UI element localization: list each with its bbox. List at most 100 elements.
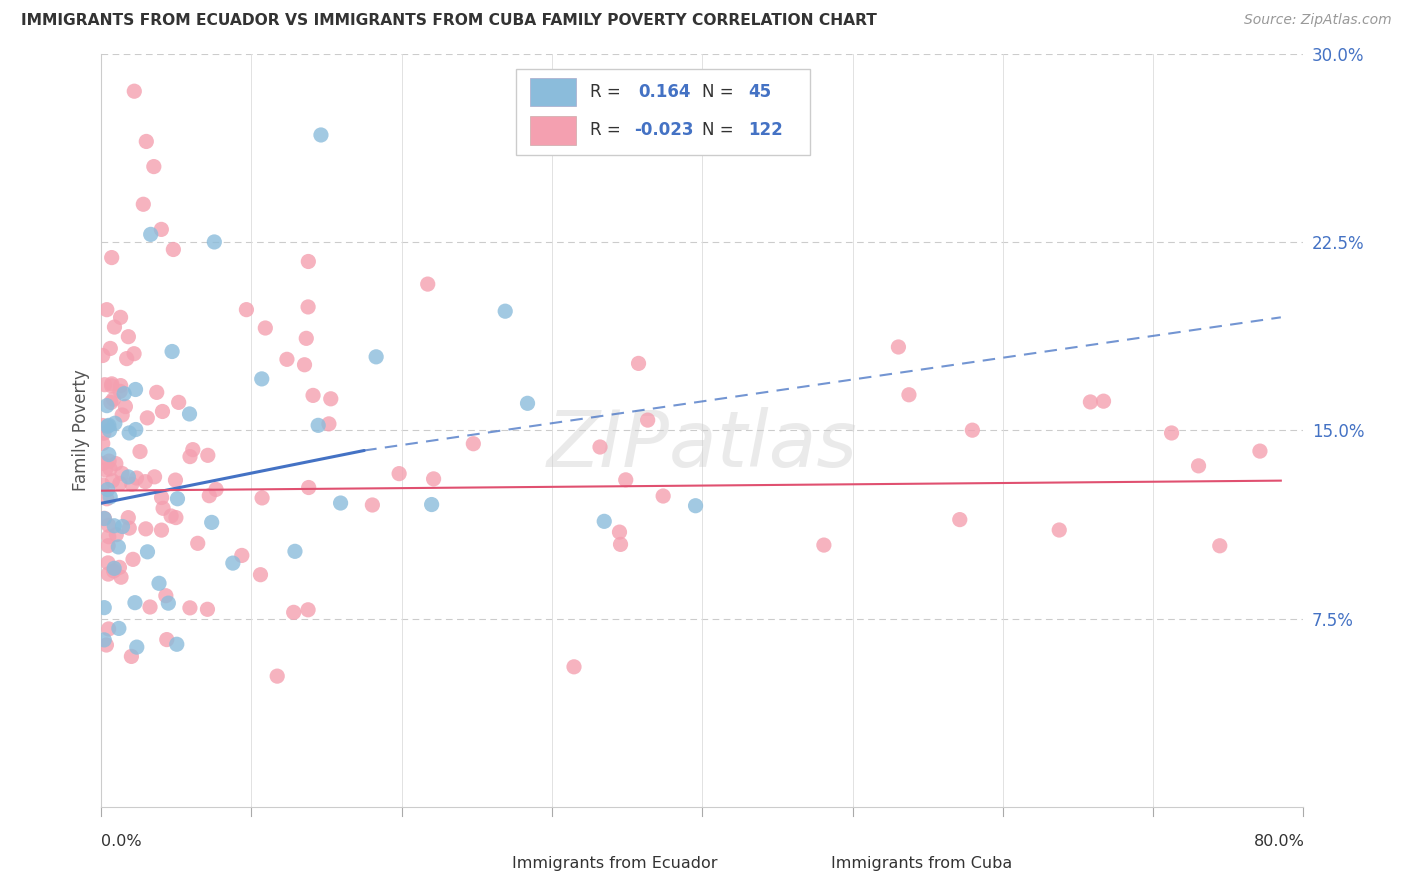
Point <box>93 426 115 441</box>
Point <box>294 358 316 372</box>
Point <box>284 544 307 558</box>
Point <box>103 320 125 334</box>
Point <box>298 481 321 495</box>
Point <box>135 522 157 536</box>
Point <box>93 600 115 615</box>
Point <box>145 385 167 400</box>
Point <box>160 344 183 359</box>
Text: IMMIGRANTS FROM ECUADOR VS IMMIGRANTS FROM CUBA FAMILY POVERTY CORRELATION CHART: IMMIGRANTS FROM ECUADOR VS IMMIGRANTS FR… <box>21 13 877 29</box>
Text: N =: N = <box>703 83 734 101</box>
Point <box>283 605 305 619</box>
Point <box>93 511 115 525</box>
Point <box>254 321 277 335</box>
Point <box>614 473 637 487</box>
Point <box>132 197 155 211</box>
Point <box>235 302 257 317</box>
Point <box>222 556 245 570</box>
Point <box>627 356 650 370</box>
Point <box>249 567 271 582</box>
Point <box>297 254 319 268</box>
Point <box>120 649 142 664</box>
Point <box>108 384 131 399</box>
Point <box>103 564 125 578</box>
Point <box>266 669 288 683</box>
Point <box>91 349 114 363</box>
Point <box>139 227 162 242</box>
Point <box>162 243 184 257</box>
Text: R =: R = <box>591 83 621 101</box>
Point <box>1080 395 1102 409</box>
Point <box>166 637 188 651</box>
Point <box>165 473 187 487</box>
Point <box>124 383 146 397</box>
Text: Source: ZipAtlas.com: Source: ZipAtlas.com <box>1244 13 1392 28</box>
Point <box>112 386 135 401</box>
Text: 45: 45 <box>748 83 770 101</box>
Point <box>121 477 143 491</box>
Point <box>201 516 224 530</box>
Point <box>100 379 122 393</box>
Point <box>318 417 340 431</box>
Point <box>108 560 131 574</box>
Point <box>155 589 177 603</box>
Point <box>494 304 516 318</box>
Y-axis label: Family Poverty: Family Poverty <box>72 369 90 491</box>
Point <box>115 351 138 366</box>
Text: 80.0%: 80.0% <box>1254 834 1305 849</box>
Point <box>110 378 132 392</box>
Point <box>813 538 835 552</box>
Text: R =: R = <box>591 121 621 139</box>
Point <box>110 570 132 584</box>
Point <box>420 498 443 512</box>
Point <box>98 423 121 437</box>
Point <box>198 489 221 503</box>
Point <box>97 483 120 497</box>
Point <box>150 491 173 505</box>
Point <box>609 537 631 551</box>
Point <box>105 527 128 541</box>
Point <box>117 470 139 484</box>
Point <box>250 372 273 386</box>
Point <box>124 596 146 610</box>
Text: Immigrants from Cuba: Immigrants from Cuba <box>831 856 1012 871</box>
Point <box>91 457 114 471</box>
Text: Immigrants from Ecuador: Immigrants from Ecuador <box>512 856 718 871</box>
Point <box>98 462 121 476</box>
Point <box>103 518 125 533</box>
Point <box>152 404 174 418</box>
Point <box>652 489 675 503</box>
Text: 0.164: 0.164 <box>638 83 692 101</box>
Point <box>91 418 114 433</box>
Point <box>96 491 118 506</box>
Point <box>96 302 118 317</box>
Point <box>179 407 201 421</box>
Point <box>93 377 115 392</box>
Point <box>197 602 219 616</box>
Point <box>117 329 139 343</box>
Point <box>122 552 145 566</box>
Point <box>97 448 120 462</box>
Point <box>897 388 920 402</box>
Point <box>422 472 444 486</box>
Point <box>309 128 332 142</box>
Point <box>97 518 120 533</box>
Point <box>1187 458 1209 473</box>
Point <box>97 556 120 570</box>
Point <box>111 408 134 422</box>
Point <box>100 251 122 265</box>
Point <box>118 521 141 535</box>
FancyBboxPatch shape <box>456 850 502 879</box>
Point <box>136 545 159 559</box>
Point <box>97 419 120 434</box>
Point <box>135 135 157 149</box>
Point <box>97 567 120 582</box>
Point <box>319 392 342 406</box>
Point <box>93 632 115 647</box>
Point <box>152 501 174 516</box>
Point <box>125 423 148 437</box>
Point <box>96 638 118 652</box>
Point <box>98 490 121 504</box>
Point <box>98 454 121 468</box>
Point <box>111 519 134 533</box>
Point <box>122 347 145 361</box>
